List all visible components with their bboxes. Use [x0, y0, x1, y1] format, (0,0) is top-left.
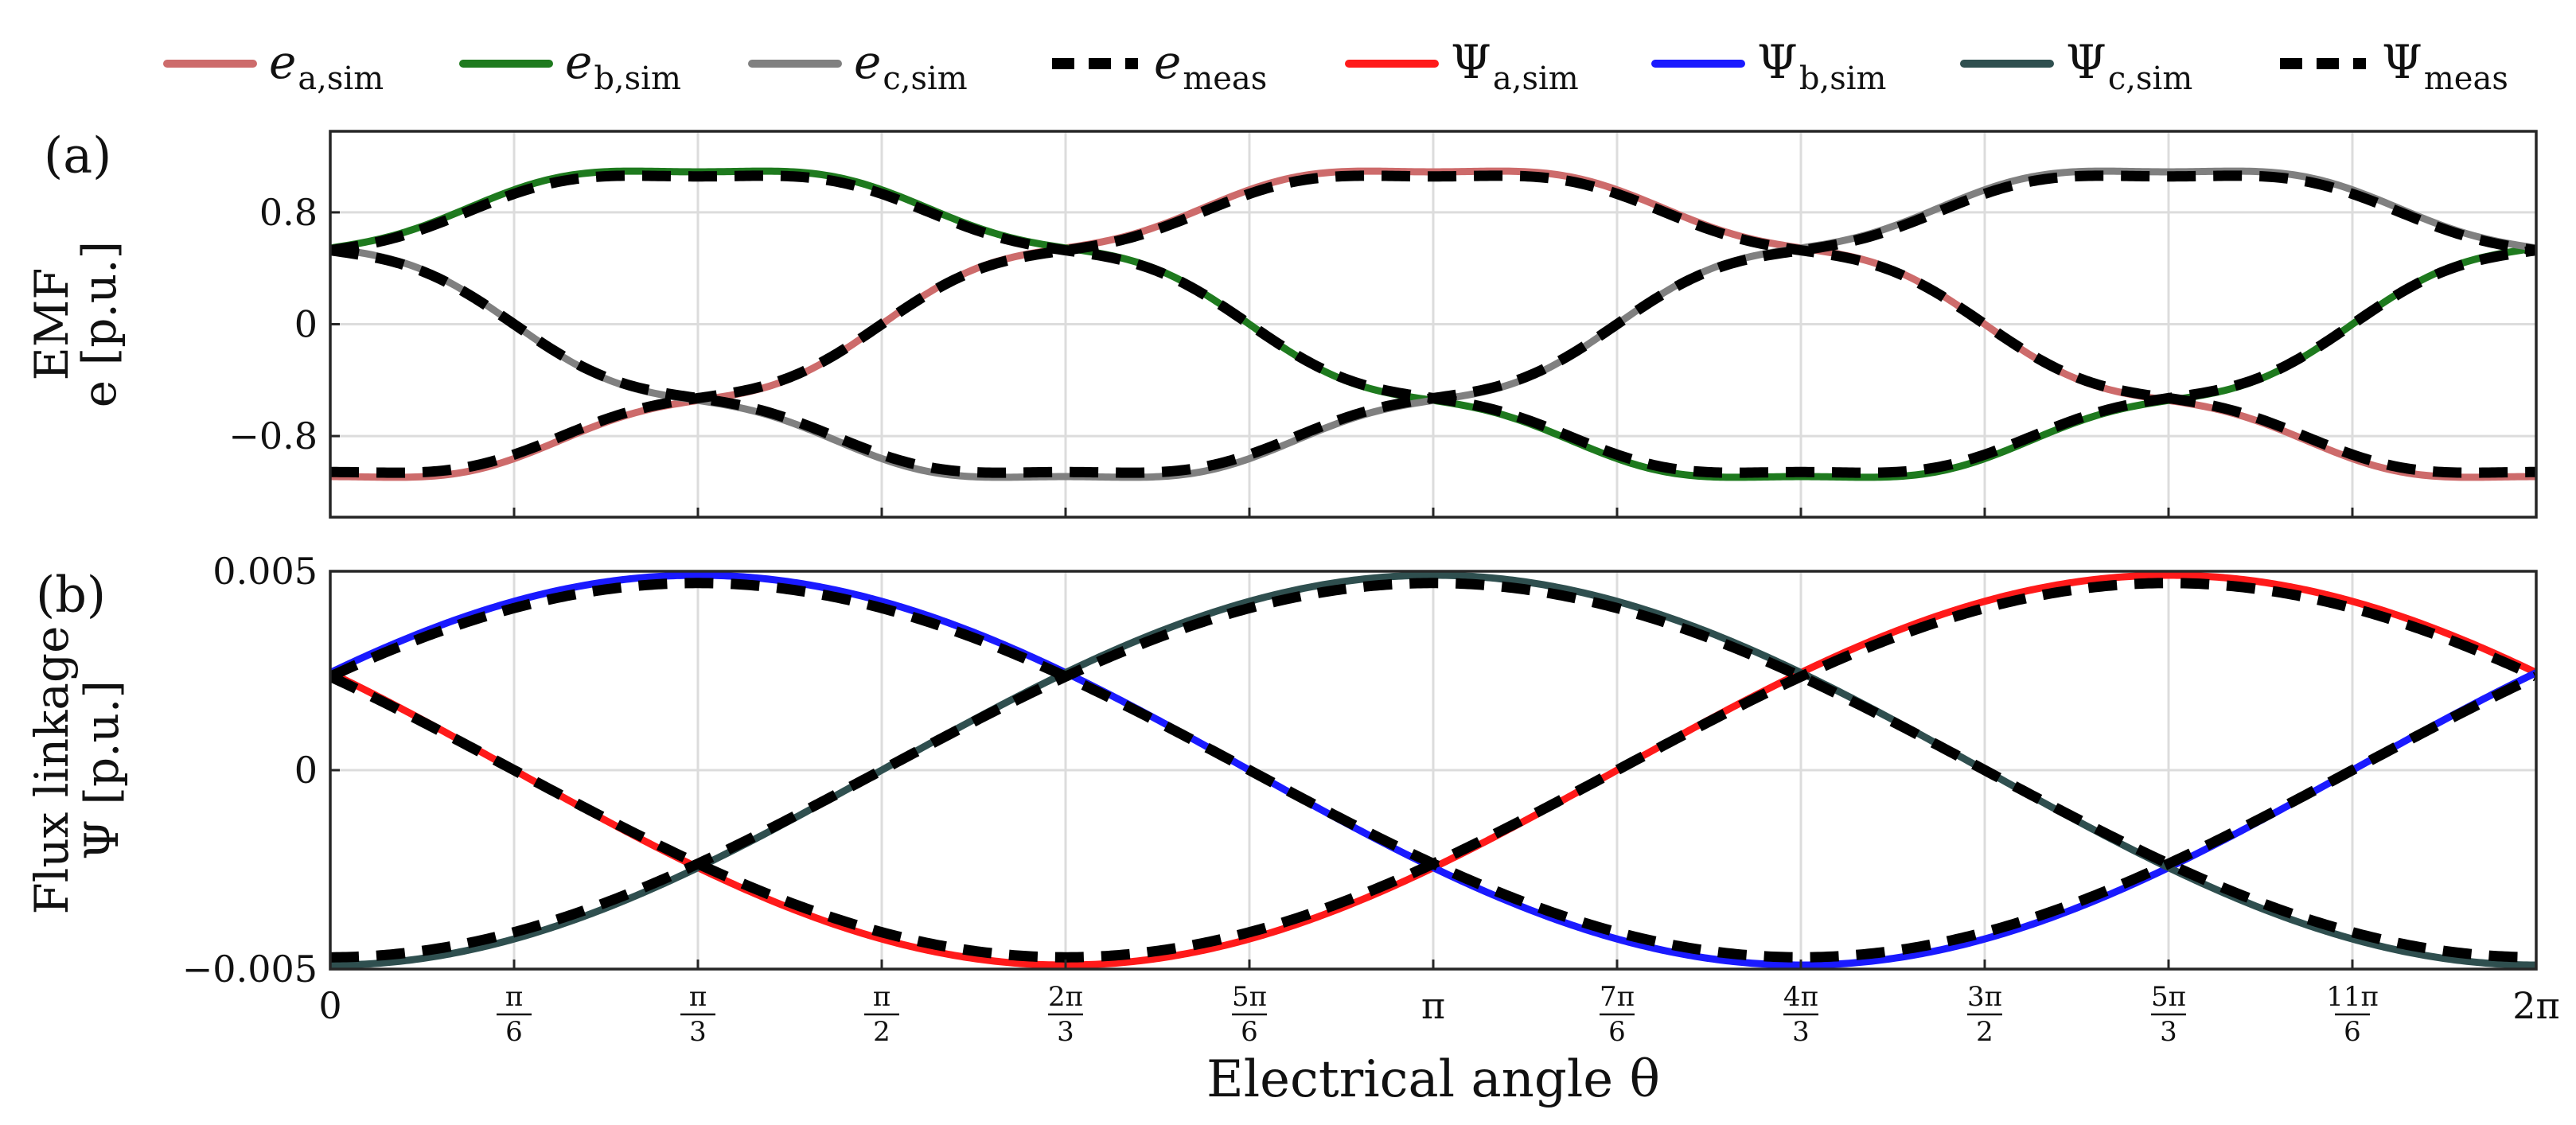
series-line-psi-meas-trace-3 [330, 578, 2536, 963]
legend-entry-e-b-sim: eb,sim [459, 35, 681, 97]
legend-entry-e-c-sim: ec,sim [748, 35, 968, 97]
svg-text:eb,sim: eb,sim [565, 35, 681, 97]
svg-text:3π: 3π [1967, 981, 2002, 1013]
legend-entry-psi-meas: Ψmeas [2280, 35, 2508, 97]
y-tick-label: 0.005 [212, 550, 318, 593]
svg-text:2π: 2π [1048, 981, 1083, 1013]
svg-text:Ψmeas: Ψmeas [2382, 35, 2508, 97]
y-tick-label: −0.8 [228, 415, 318, 457]
x-tick-label: 0 [318, 984, 341, 1027]
svg-text:5π: 5π [2151, 981, 2186, 1013]
x-tick-label: 2π [2512, 984, 2560, 1027]
y-axis-label-line-2: Ψ [p.u.] [75, 680, 129, 860]
x-tick-label: π2 [864, 981, 900, 1048]
y-tick-label: 0 [294, 303, 318, 346]
svg-text:7π: 7π [1600, 981, 1635, 1013]
x-tick-label: 5π6 [1232, 981, 1268, 1048]
legend-entry-psi-c-sim: Ψc,sim [1960, 35, 2192, 97]
legend-entry-e-meas: emeas [1052, 35, 1267, 97]
y-axis-label-line-1: Flux linkage [25, 626, 79, 915]
svg-text:π: π [873, 981, 890, 1013]
x-tick-label: π [1421, 984, 1445, 1027]
svg-text:π: π [689, 981, 707, 1013]
legend-entry-psi-b-sim: Ψb,sim [1651, 35, 1886, 97]
svg-text:6: 6 [505, 1016, 523, 1048]
svg-text:11π: 11π [2326, 981, 2379, 1013]
x-tick-label: 5π3 [2151, 981, 2187, 1048]
series-line-e-meas-trace-3 [330, 170, 2536, 478]
svg-text:6: 6 [1241, 1016, 1258, 1048]
svg-text:3: 3 [1792, 1016, 1810, 1048]
x-tick-label: 3π2 [1967, 981, 2003, 1048]
svg-text:6: 6 [1608, 1016, 1626, 1048]
svg-text:5π: 5π [1232, 981, 1267, 1013]
panel-label: (b) [36, 565, 106, 623]
legend-entry-e-a-sim: ea,sim [163, 35, 384, 97]
svg-text:ea,sim: ea,sim [269, 35, 384, 97]
svg-text:π: π [505, 981, 523, 1013]
legend-entry-psi-a-sim: Ψa,sim [1345, 35, 1579, 97]
svg-text:6: 6 [2344, 1016, 2361, 1048]
y-axis-label-line-1: EMF [25, 268, 79, 381]
y-tick-label: 0.8 [259, 191, 318, 234]
y-axis-label-line-2: e [p.u.] [72, 241, 127, 407]
svg-text:Ψa,sim: Ψa,sim [1451, 35, 1579, 97]
svg-text:ec,sim: ec,sim [854, 35, 968, 97]
x-tick-label: π6 [497, 981, 532, 1048]
x-tick-label: 2π3 [1048, 981, 1084, 1048]
x-axis-label: Electrical angle θ [1206, 1050, 1660, 1109]
series-line-psi-meas-trace-2 [330, 578, 2536, 963]
svg-text:2: 2 [1976, 1016, 1993, 1048]
svg-text:2: 2 [873, 1016, 890, 1048]
legend: ea,sim eb,sim ec,sim emeas Ψa,sim Ψb,sim Ψc,si… [163, 35, 2508, 97]
svg-text:3: 3 [1057, 1016, 1074, 1048]
x-tick-label: 7π6 [1600, 981, 1635, 1048]
svg-text:Ψb,sim: Ψb,sim [1757, 35, 1886, 97]
y-tick-label: 0 [294, 749, 318, 792]
y-tick-label: −0.005 [182, 948, 318, 991]
svg-text:3: 3 [689, 1016, 707, 1048]
panel-label: (a) [44, 126, 111, 184]
x-tick-label: 4π3 [1783, 981, 1819, 1048]
svg-text:4π: 4π [1783, 981, 1818, 1013]
svg-text:3: 3 [2160, 1016, 2177, 1048]
x-tick-label: π3 [680, 981, 716, 1048]
svg-text:emeas: emeas [1154, 35, 1267, 97]
svg-text:Ψc,sim: Ψc,sim [2066, 35, 2192, 97]
